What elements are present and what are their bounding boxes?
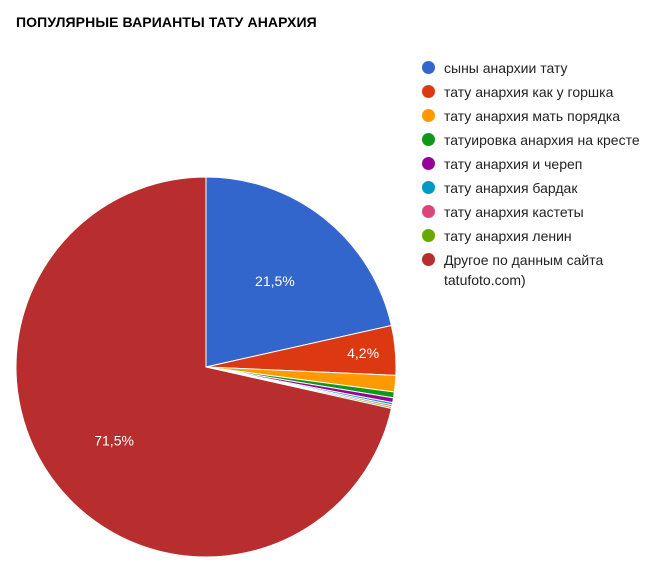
slice-value-label: 4,2% (347, 345, 379, 361)
legend-swatch (422, 85, 435, 98)
chart-legend: сыны анархии тату тату анархия как у горш… (422, 58, 647, 294)
legend-label: тату анархия ленин (444, 228, 572, 244)
legend-swatch (422, 205, 435, 218)
legend-label: татуировка анархия на кресте (444, 132, 640, 148)
legend-item[interactable]: тату анархия и череп (422, 154, 647, 174)
legend-swatch (422, 157, 435, 170)
legend-label: Другое по данным сайта tatufoto.com) (444, 252, 604, 288)
legend-label: тату анархия мать порядка (444, 108, 621, 124)
legend-item[interactable]: татуировка анархия на кресте (422, 130, 647, 150)
legend-item[interactable]: тату анархия мать порядка (422, 106, 647, 126)
chart-title: ПОПУЛЯРНЫЕ ВАРИАНТЫ ТАТУ АНАРХИЯ (16, 14, 317, 30)
legend-item[interactable]: тату анархия как у горшка (422, 82, 647, 102)
pie-slice[interactable] (205, 176, 393, 368)
legend-swatch (422, 133, 435, 146)
legend-swatch (422, 61, 435, 74)
legend-swatch (422, 181, 435, 194)
legend-label: тату анархия как у горшка (444, 84, 614, 100)
slice-value-label: 71,5% (94, 433, 134, 449)
pie-slice[interactable] (15, 176, 393, 558)
legend-item[interactable]: тату анархия бардак (422, 178, 647, 198)
legend-item[interactable]: тату анархия кастеты (422, 202, 647, 222)
slice-value-label: 21,5% (255, 273, 295, 289)
legend-swatch (422, 253, 435, 266)
legend-label: тату анархия кастеты (444, 204, 584, 220)
legend-item[interactable]: сыны анархии тату (422, 58, 647, 78)
legend-label: тату анархия и череп (444, 156, 583, 172)
legend-label: сыны анархии тату (444, 60, 568, 76)
legend-swatch (422, 229, 435, 242)
legend-swatch (422, 109, 435, 122)
legend-label: тату анархия бардак (444, 180, 578, 196)
legend-item[interactable]: тату анархия ленин (422, 226, 647, 246)
legend-item[interactable]: Другое по данным сайта tatufoto.com) (422, 250, 647, 290)
